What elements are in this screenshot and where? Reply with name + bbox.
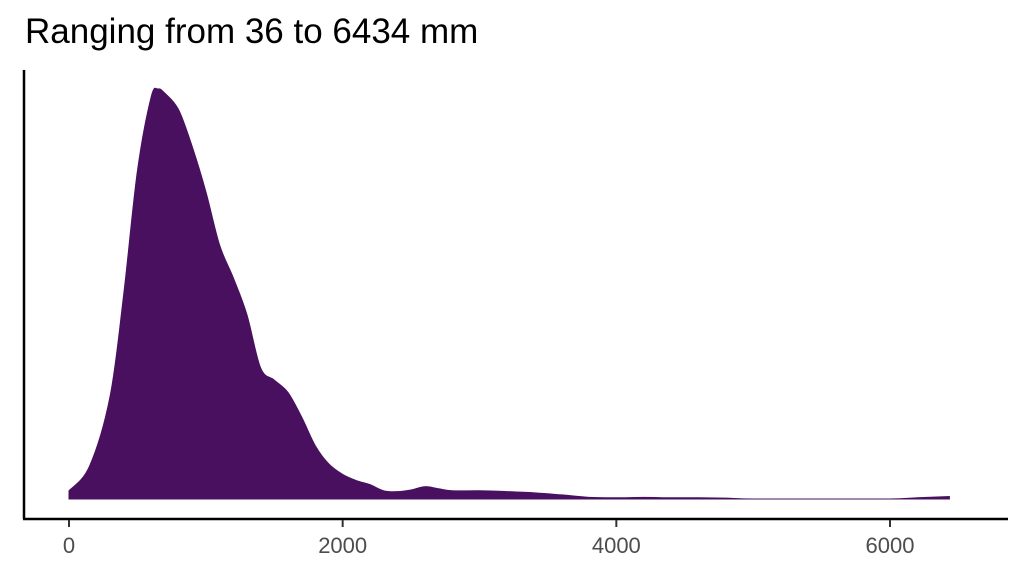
- density-area: [68, 87, 950, 500]
- x-tick-label: 2000: [318, 533, 367, 558]
- x-axis-ticks: 0 2000 4000 6000: [63, 520, 915, 558]
- x-tick-label: 6000: [866, 533, 915, 558]
- x-tick-label: 4000: [592, 533, 641, 558]
- chart-title: Ranging from 36 to 6434 mm: [25, 12, 479, 51]
- x-tick-label: 0: [63, 533, 75, 558]
